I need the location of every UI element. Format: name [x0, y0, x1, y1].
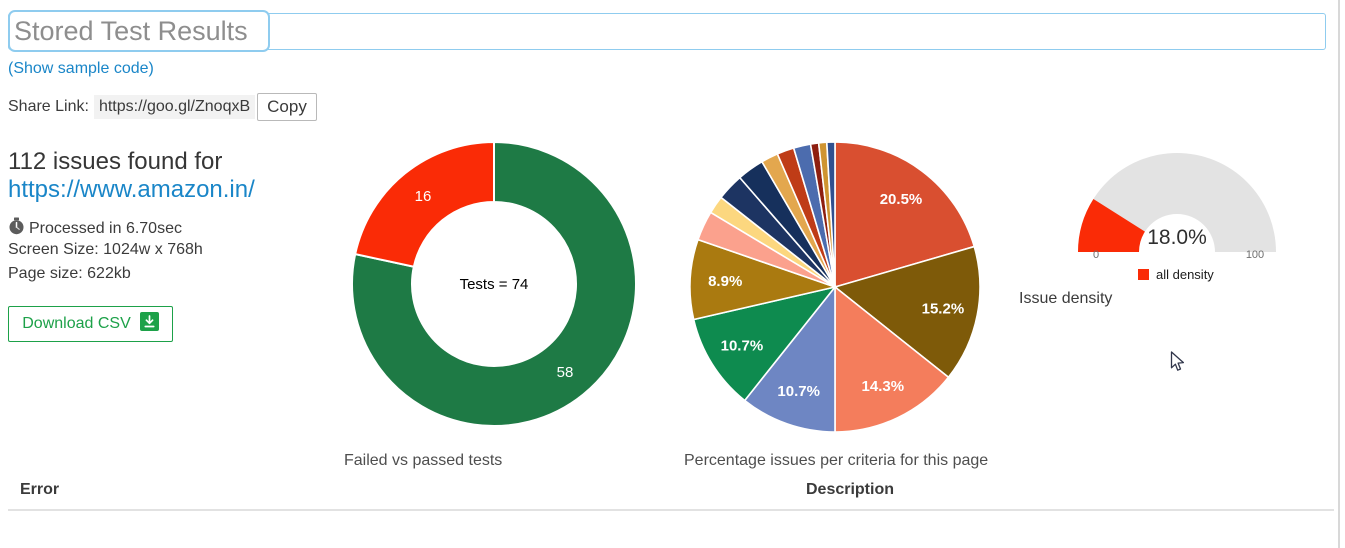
gauge-caption: Issue density [1019, 290, 1113, 307]
gauge-legend: all density [1138, 267, 1214, 282]
share-link-label: Share Link: [8, 98, 89, 115]
gauge-value: 18.0% [1147, 226, 1207, 249]
error-column-header: Error [20, 481, 60, 498]
site-url-link[interactable]: https://www.amazon.in/ [8, 176, 255, 203]
copy-button[interactable]: Copy [257, 93, 317, 121]
pie-chart-issues-per-criteria: 20.5% 15.2% 14.3% 10.7% 10.7% 8.9% [688, 140, 982, 434]
svg-text:20.5%: 20.5% [880, 191, 923, 208]
svg-text:16: 16 [415, 188, 432, 205]
gauge-min-label: 0 [1092, 249, 1100, 261]
svg-text:8.9%: 8.9% [708, 273, 742, 290]
gauge-legend-swatch [1138, 269, 1149, 280]
download-csv-label: Download CSV [22, 315, 131, 332]
screen-size: Screen Size: 1024w x 768h [8, 241, 203, 258]
donut-caption: Failed vs passed tests [344, 452, 503, 469]
issues-heading: 112 issues found for [8, 148, 223, 175]
share-link-row: Share Link: https://goo.gl/ZnoqxB Copy [8, 93, 317, 121]
panel-right-border [1338, 0, 1340, 548]
donut-chart-failed-vs-passed: 58 16 Tests = 74 [351, 140, 637, 427]
svg-text:Tests = 74: Tests = 74 [460, 276, 529, 293]
mouse-cursor [1170, 351, 1186, 379]
share-link-url: https://goo.gl/ZnoqxB [93, 95, 256, 119]
download-icon [139, 312, 159, 336]
svg-text:15.2%: 15.2% [922, 300, 965, 317]
svg-text:58: 58 [557, 364, 574, 381]
gauge-max-label: 100 [1245, 249, 1265, 261]
svg-text:10.7%: 10.7% [777, 383, 820, 400]
pie-caption: Percentage issues per criteria for this … [684, 452, 989, 469]
processed-time-row: Processed in 6.70sec [8, 217, 182, 240]
page-title-input[interactable] [8, 10, 270, 52]
show-sample-code-link[interactable]: (Show sample code) [8, 60, 154, 77]
table-header-divider [8, 509, 1334, 511]
svg-text:10.7%: 10.7% [721, 338, 764, 355]
gauge-legend-label: all density [1156, 267, 1214, 282]
stopwatch-icon [8, 217, 25, 240]
description-column-header: Description [805, 481, 894, 498]
download-csv-button[interactable]: Download CSV [8, 306, 173, 342]
processed-time: Processed in 6.70sec [29, 219, 182, 237]
svg-text:14.3%: 14.3% [862, 378, 905, 395]
page-size: Page size: 622kb [8, 265, 131, 282]
gauge-chart-issue-density [1077, 152, 1277, 256]
